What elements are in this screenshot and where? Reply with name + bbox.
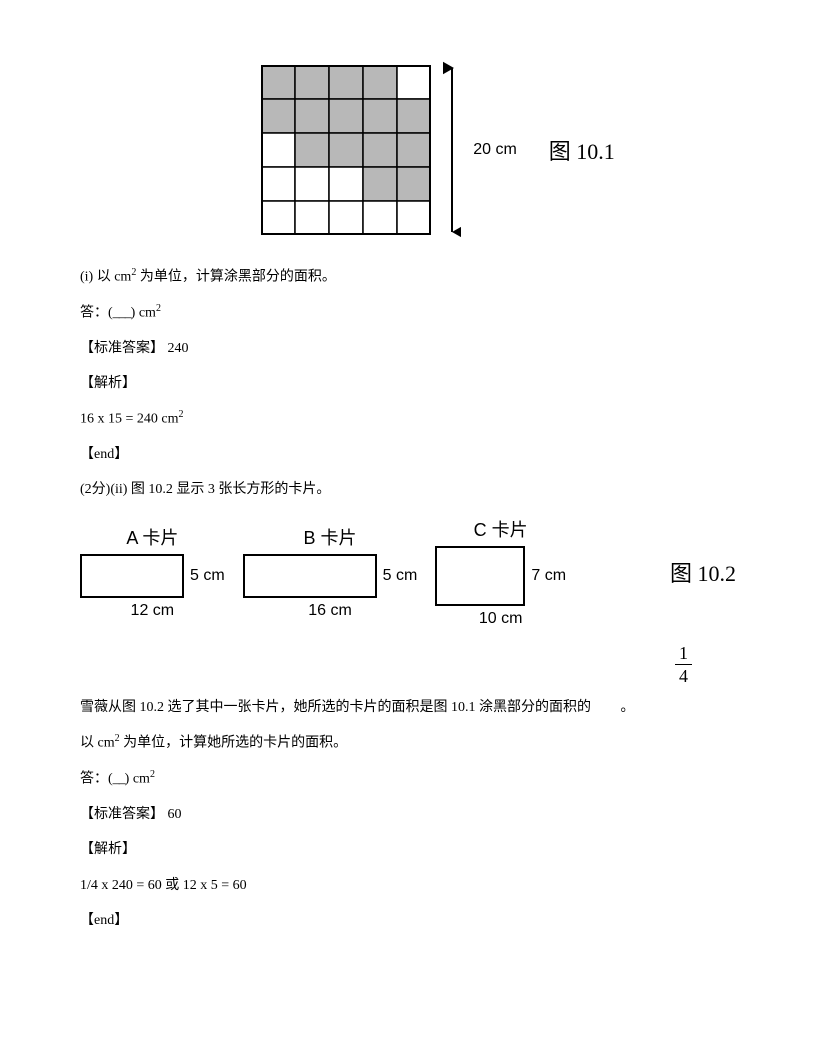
q2-answer-line: 答：(__) cm2 bbox=[80, 766, 736, 792]
grid-figure bbox=[261, 65, 431, 235]
sup-2: 2 bbox=[179, 409, 184, 420]
card-height-label: 7 cm bbox=[531, 567, 566, 585]
q2-stdans: 【标准答案】 60 bbox=[80, 802, 736, 827]
q2-analysis-label: 【解析】 bbox=[80, 837, 736, 862]
frac-top: 1 bbox=[675, 644, 692, 665]
sup-2: 2 bbox=[150, 769, 155, 780]
card: C 卡片 7 cm 10 cm bbox=[435, 516, 566, 628]
height-arrow bbox=[443, 60, 461, 240]
card: B 卡片 5 cm 16 cm bbox=[243, 524, 418, 620]
card-width-label: 16 cm bbox=[308, 602, 352, 620]
frac-bot: 4 bbox=[675, 665, 692, 685]
fraction-1-4: 1 4 bbox=[675, 644, 692, 685]
q1-analysis: 16 x 15 = 240 cm2 bbox=[80, 406, 736, 432]
q1-stdans-label: 【标准答案】 bbox=[80, 341, 164, 356]
q1-prompt: (i) 以 cm2 为单位，计算涂黑部分的面积。 bbox=[80, 264, 736, 290]
q1-ans-post: ) cm bbox=[131, 306, 156, 321]
q2-intro: (2分)(ii) 图 10.2 显示 3 张长方形的卡片。 bbox=[80, 477, 736, 502]
q2-stdans-label: 【标准答案】 bbox=[80, 807, 164, 822]
card-title: B 卡片 bbox=[304, 524, 357, 550]
card: A 卡片 5 cm 12 cm bbox=[80, 524, 225, 620]
figure-label-101: 图 10.1 bbox=[549, 134, 615, 166]
sup-2: 2 bbox=[156, 303, 161, 314]
q2-ans-post: ) cm bbox=[125, 772, 150, 787]
q1-stdans: 【标准答案】 240 bbox=[80, 336, 736, 361]
q1-analysis-label: 【解析】 bbox=[80, 371, 736, 396]
q2-text2: 以 cm2 为单位，计算她所选的卡片的面积。 bbox=[80, 730, 736, 756]
fraction-right: 1 4 bbox=[80, 644, 696, 685]
card-width-label: 12 cm bbox=[131, 602, 175, 620]
q2-text1: 雪薇从图 10.2 选了其中一张卡片，她所选的卡片的面积是图 10.1 涂黑部分… bbox=[80, 695, 736, 720]
figure-10-2: A 卡片5 cm12 cmB 卡片5 cm16 cmC 卡片7 cm10 cm … bbox=[80, 516, 736, 628]
q1-blank[interactable]: ___ bbox=[113, 306, 131, 321]
q2-text2-pre: 以 cm bbox=[80, 736, 115, 751]
q2-stdans-value: 60 bbox=[168, 807, 182, 822]
q1-prompt-post: 为单位，计算涂黑部分的面积。 bbox=[136, 270, 336, 285]
q1-answer-line: 答：(___) cm2 bbox=[80, 300, 736, 326]
card-title: C 卡片 bbox=[474, 516, 528, 542]
q2-ans-pre: 答：( bbox=[80, 772, 113, 787]
card-height-label: 5 cm bbox=[383, 567, 418, 585]
card-width-label: 10 cm bbox=[479, 610, 523, 628]
q1-prompt-pre: (i) 以 cm bbox=[80, 270, 131, 285]
q1-analysis-text: 16 x 15 = 240 cm bbox=[80, 412, 179, 427]
q1-ans-pre: 答：( bbox=[80, 306, 113, 321]
q2-text1-end: 。 bbox=[621, 700, 635, 715]
q2-end: 【end】 bbox=[80, 908, 736, 933]
q1-end: 【end】 bbox=[80, 442, 736, 467]
q2-blank[interactable]: __ bbox=[113, 772, 125, 787]
q2-text2-post: 为单位，计算她所选的卡片的面积。 bbox=[120, 736, 348, 751]
card-height-label: 5 cm bbox=[190, 567, 225, 585]
figure-10-1: 20 cm 图 10.1 bbox=[140, 60, 736, 240]
q2-text1-main: 雪薇从图 10.2 选了其中一张卡片，她所选的卡片的面积是图 10.1 涂黑部分… bbox=[80, 700, 591, 715]
height-label: 20 cm bbox=[473, 141, 517, 159]
figure-label-102: 图 10.2 bbox=[670, 556, 736, 588]
q2-analysis-text: 1/4 x 240 = 60 或 12 x 5 = 60 bbox=[80, 873, 736, 898]
q1-stdans-value: 240 bbox=[168, 341, 189, 356]
card-title: A 卡片 bbox=[126, 524, 178, 550]
